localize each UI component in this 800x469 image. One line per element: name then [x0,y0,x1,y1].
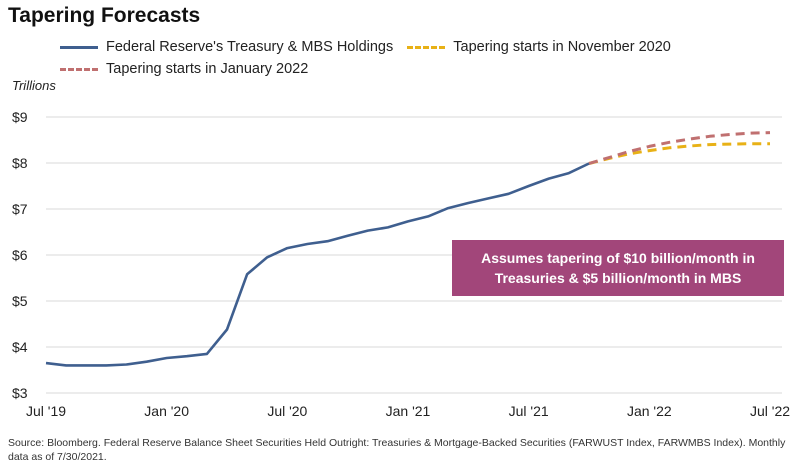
chart-title: Tapering Forecasts [8,4,201,27]
series-line-federal-reserve-s-treasury-mbs-holdings [45,162,590,367]
tapering-assumption-callout: Assumes tapering of $10 billion/month in… [452,240,784,296]
x-tick-label: Jan '21 [386,403,431,419]
legend-swatch-holdings [60,45,98,49]
legend-item-holdings: Federal Reserve's Treasury & MBS Holding… [60,39,393,55]
legend-swatch-jan2022 [60,67,98,71]
series-line-tapering-starts-in-november-2020 [588,142,770,165]
y-tick-label: $8 [12,155,28,171]
y-tick-label: $4 [12,339,28,355]
x-tick-label: Jul '20 [267,403,307,419]
legend-swatch-nov2020 [407,45,446,49]
legend-label-nov2020: Tapering starts in November 2020 [453,39,671,55]
y-tick-label: $7 [12,201,28,217]
callout-line-2: Treasuries & $5 billion/month in MBS [494,270,742,286]
x-tick-label: Jan '22 [627,403,672,419]
y-tick-label: $9 [12,109,28,125]
x-tick-label: Jul '19 [26,403,66,419]
x-tick-label: Jul '21 [509,403,549,419]
series-line-tapering-starts-in-january-2022 [588,131,771,165]
y-tick-label: $5 [12,293,28,309]
y-tick-label: $6 [12,247,28,263]
legend-label-jan2022: Tapering starts in January 2022 [106,61,309,77]
y-axis-unit-label: Trillions [12,78,56,93]
x-tick-label: Jan '20 [144,403,189,419]
source-note: Source: Bloomberg. Federal Reserve Balan… [8,437,786,463]
legend-item-nov2020: Tapering starts in November 2020 [407,39,671,55]
legend-label-holdings: Federal Reserve's Treasury & MBS Holding… [106,39,394,55]
x-tick-label: Jul '22 [750,403,790,419]
y-tick-label: $3 [12,385,28,401]
legend-item-jan2022: Tapering starts in January 2022 [60,61,308,77]
legend: Federal Reserve's Treasury & MBS Holding… [60,36,685,80]
callout-line-1: Assumes tapering of $10 billion/month in [481,250,755,266]
